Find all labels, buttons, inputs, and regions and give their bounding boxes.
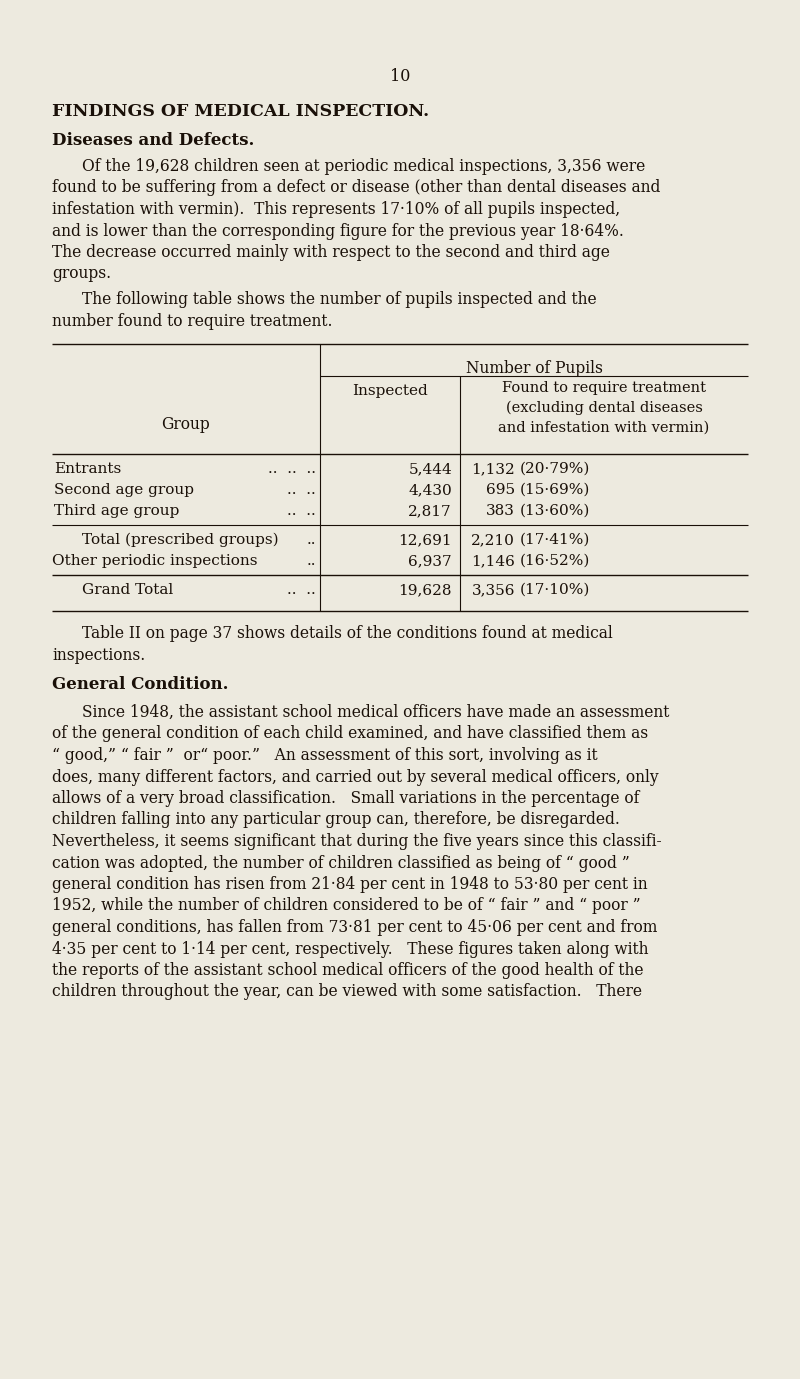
Text: Since 1948, the assistant school medical officers have made an assessment: Since 1948, the assistant school medical… [82, 705, 670, 721]
Text: 1,146: 1,146 [471, 554, 515, 568]
Text: children throughout the year, can be viewed with some satisfaction.   There: children throughout the year, can be vie… [52, 983, 642, 1001]
Text: ..  ..: .. .. [287, 583, 316, 597]
Text: Number of Pupils: Number of Pupils [466, 360, 602, 376]
Text: Other periodic inspections: Other periodic inspections [52, 554, 258, 568]
Text: (17·10%): (17·10%) [520, 583, 590, 597]
Text: (17·41%): (17·41%) [520, 534, 590, 547]
Text: and is lower than the corresponding figure for the previous year 18·64%.: and is lower than the corresponding figu… [52, 222, 624, 240]
Text: (15·69%): (15·69%) [520, 483, 590, 496]
Text: ..: .. [306, 534, 316, 547]
Text: Nevertheless, it seems significant that during the five years since this classif: Nevertheless, it seems significant that … [52, 833, 662, 849]
Text: ..  ..  ..: .. .. .. [268, 462, 316, 476]
Text: does, many different factors, and carried out by several medical officers, only: does, many different factors, and carrie… [52, 768, 658, 786]
Text: Grand Total: Grand Total [82, 583, 174, 597]
Text: General Condition.: General Condition. [52, 676, 229, 694]
Text: Found to require treatment
(excluding dental diseases
and infestation with vermi: Found to require treatment (excluding de… [498, 381, 710, 434]
Text: cation was adopted, the number of children classified as being of “ good ”: cation was adopted, the number of childr… [52, 855, 630, 872]
Text: Total (prescribed groups): Total (prescribed groups) [82, 534, 278, 547]
Text: (13·60%): (13·60%) [520, 503, 590, 519]
Text: children falling into any particular group can, therefore, be disregarded.: children falling into any particular gro… [52, 811, 620, 829]
Text: (16·52%): (16·52%) [520, 554, 590, 568]
Text: general condition has risen from 21·84 per cent in 1948 to 53·80 per cent in: general condition has risen from 21·84 p… [52, 876, 648, 894]
Text: ..  ..: .. .. [287, 503, 316, 519]
Text: number found to require treatment.: number found to require treatment. [52, 313, 333, 330]
Text: infestation with vermin).  This represents 17·10% of all pupils inspected,: infestation with vermin). This represent… [52, 201, 620, 218]
Text: ..: .. [306, 554, 316, 568]
Text: FINDINGS OF MEDICAL INSPECTION.: FINDINGS OF MEDICAL INSPECTION. [52, 103, 429, 120]
Text: found to be suffering from a defect or disease (other than dental diseases and: found to be suffering from a defect or d… [52, 179, 660, 196]
Text: 1,132: 1,132 [471, 462, 515, 476]
Text: 19,628: 19,628 [398, 583, 452, 597]
Text: Second age group: Second age group [54, 483, 194, 496]
Text: 6,937: 6,937 [408, 554, 452, 568]
Text: Of the 19,628 children seen at periodic medical inspections, 3,356 were: Of the 19,628 children seen at periodic … [82, 159, 646, 175]
Text: The following table shows the number of pupils inspected and the: The following table shows the number of … [82, 291, 597, 308]
Text: The decrease occurred mainly with respect to the second and third age: The decrease occurred mainly with respec… [52, 244, 610, 261]
Text: ..  ..: .. .. [287, 483, 316, 496]
Text: allows of a very broad classification.   Small variations in the percentage of: allows of a very broad classification. S… [52, 790, 639, 807]
Text: the reports of the assistant school medical officers of the good health of the: the reports of the assistant school medi… [52, 963, 643, 979]
Text: Table II on page 37 shows details of the conditions found at medical: Table II on page 37 shows details of the… [82, 625, 613, 643]
Text: 4·35 per cent to 1·14 per cent, respectively.   These figures taken along with: 4·35 per cent to 1·14 per cent, respecti… [52, 940, 649, 957]
Text: “ good,” “ fair ”  or“ poor.”   An assessment of this sort, involving as it: “ good,” “ fair ” or“ poor.” An assessme… [52, 747, 598, 764]
Text: 10: 10 [390, 68, 410, 85]
Text: Entrants: Entrants [54, 462, 122, 476]
Text: 5,444: 5,444 [408, 462, 452, 476]
Text: 1952, while the number of children considered to be of “ fair ” and “ poor ”: 1952, while the number of children consi… [52, 898, 641, 914]
Text: Third age group: Third age group [54, 503, 179, 519]
Text: 2,817: 2,817 [408, 503, 452, 519]
Text: 4,430: 4,430 [408, 483, 452, 496]
Text: (20·79%): (20·79%) [520, 462, 590, 476]
Text: 3,356: 3,356 [471, 583, 515, 597]
Text: 12,691: 12,691 [398, 534, 452, 547]
Text: groups.: groups. [52, 266, 111, 283]
Text: of the general condition of each child examined, and have classified them as: of the general condition of each child e… [52, 725, 648, 742]
Text: 695: 695 [486, 483, 515, 496]
Text: Inspected: Inspected [352, 383, 428, 399]
Text: 383: 383 [486, 503, 515, 519]
Text: Diseases and Defects.: Diseases and Defects. [52, 132, 254, 149]
Text: general conditions, has fallen from 73·81 per cent to 45·06 per cent and from: general conditions, has fallen from 73·8… [52, 918, 658, 936]
Text: Group: Group [162, 416, 210, 433]
Text: inspections.: inspections. [52, 647, 146, 663]
Text: 2,210: 2,210 [471, 534, 515, 547]
